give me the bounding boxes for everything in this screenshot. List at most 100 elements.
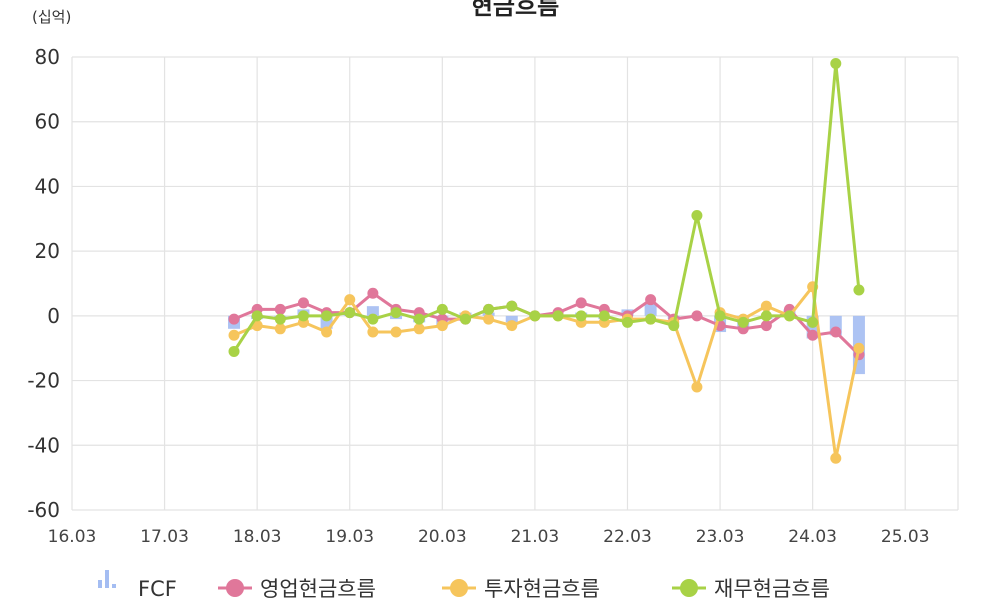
y-tick-label: -60	[27, 498, 60, 522]
data-point	[621, 316, 633, 328]
data-point	[830, 57, 842, 69]
chart-title: 현금흐름	[471, 0, 559, 20]
legend[interactable]: FCF 영업현금흐름 투자현금흐름 재무현금흐름	[98, 570, 830, 600]
data-point	[552, 310, 564, 322]
data-point	[506, 300, 518, 312]
legend-label: 재무현금흐름	[714, 577, 830, 600]
data-point	[413, 313, 425, 325]
line-marker-icon	[442, 579, 476, 597]
legend-label: FCF	[138, 577, 177, 600]
y-tick-label: 80	[35, 45, 60, 69]
data-point	[459, 313, 471, 325]
line-marker-icon	[218, 579, 252, 597]
x-tick-label: 18.03	[233, 527, 282, 547]
data-point	[251, 310, 263, 322]
line-marker-icon	[672, 579, 706, 597]
series-line	[233, 291, 860, 356]
data-point	[228, 313, 240, 325]
data-point	[367, 287, 379, 299]
data-point	[297, 310, 309, 322]
data-point	[853, 284, 865, 296]
legend-item[interactable]: 재무현금흐름	[672, 577, 830, 600]
fcf-bar	[644, 302, 657, 316]
x-tick-label: 21.03	[511, 527, 560, 547]
data-point	[598, 310, 610, 322]
data-point	[274, 323, 286, 335]
series-3	[228, 57, 865, 357]
data-point	[830, 326, 842, 338]
unit-label: (십억)	[32, 8, 71, 26]
y-tick-label: -40	[27, 433, 60, 457]
data-point	[413, 323, 425, 335]
data-point	[436, 303, 448, 315]
icon-marker	[680, 579, 698, 597]
data-point	[274, 303, 286, 315]
data-point	[760, 320, 772, 332]
legend-label: 영업현금흐름	[260, 577, 376, 600]
y-tick-label: 20	[35, 239, 60, 263]
x-tick-label: 25.03	[881, 527, 930, 547]
x-tick-label: 23.03	[696, 527, 745, 547]
data-point	[575, 297, 587, 309]
icon-bar	[105, 570, 109, 588]
grid	[71, 56, 959, 511]
x-tick-label: 19.03	[325, 527, 374, 547]
data-point	[321, 310, 333, 322]
y-tick-label: -20	[27, 369, 60, 393]
legend-label: 투자현금흐름	[484, 577, 600, 600]
icon-marker	[450, 579, 468, 597]
data-point	[228, 345, 240, 357]
data-point	[228, 329, 240, 341]
data-point	[784, 310, 796, 322]
data-point	[668, 320, 680, 332]
data-point	[483, 313, 495, 325]
data-point	[807, 316, 819, 328]
y-tick-label: 0	[47, 304, 60, 328]
legend-item[interactable]: FCF	[98, 570, 177, 600]
data-point	[807, 329, 819, 341]
data-point	[853, 342, 865, 354]
x-axis: 16.03 17.03 18.03 19.03 20.03 21.03 22.03 23.03…	[48, 527, 930, 547]
bar-chart-icon	[98, 570, 116, 588]
data-point	[344, 307, 356, 319]
data-point	[390, 307, 402, 319]
icon-bar	[112, 584, 116, 588]
data-point	[691, 381, 703, 393]
x-tick-label: 17.03	[140, 527, 189, 547]
fcf-bar	[366, 306, 379, 316]
data-point	[645, 313, 657, 325]
data-point	[506, 320, 518, 332]
legend-item[interactable]: 투자현금흐름	[442, 577, 600, 600]
y-axis: 80 60 40 20 0 -20 -40 -60	[27, 45, 60, 522]
legend-item[interactable]: 영업현금흐름	[218, 577, 376, 600]
icon-bar	[98, 580, 102, 588]
x-tick-label: 24.03	[788, 527, 837, 547]
data-point	[297, 297, 309, 309]
data-point	[760, 300, 772, 312]
data-point	[344, 294, 356, 306]
series-line	[232, 62, 861, 353]
data-point	[436, 320, 448, 332]
data-point	[645, 294, 657, 306]
series-lines	[228, 57, 865, 464]
x-tick-label: 20.03	[418, 527, 467, 547]
data-point	[367, 326, 379, 338]
y-tick-label: 40	[35, 174, 60, 198]
data-point	[367, 313, 379, 325]
data-point	[830, 452, 842, 464]
data-point	[483, 303, 495, 315]
x-tick-label: 16.03	[48, 527, 97, 547]
y-tick-label: 60	[35, 110, 60, 134]
x-tick-label: 22.03	[603, 527, 652, 547]
data-point	[760, 310, 772, 322]
data-point	[714, 310, 726, 322]
data-point	[575, 310, 587, 322]
data-point	[691, 210, 703, 222]
fcf-bar	[505, 315, 518, 323]
icon-marker	[226, 579, 244, 597]
data-point	[691, 310, 703, 322]
data-point	[529, 310, 541, 322]
data-point	[321, 326, 333, 338]
data-point	[274, 313, 286, 325]
